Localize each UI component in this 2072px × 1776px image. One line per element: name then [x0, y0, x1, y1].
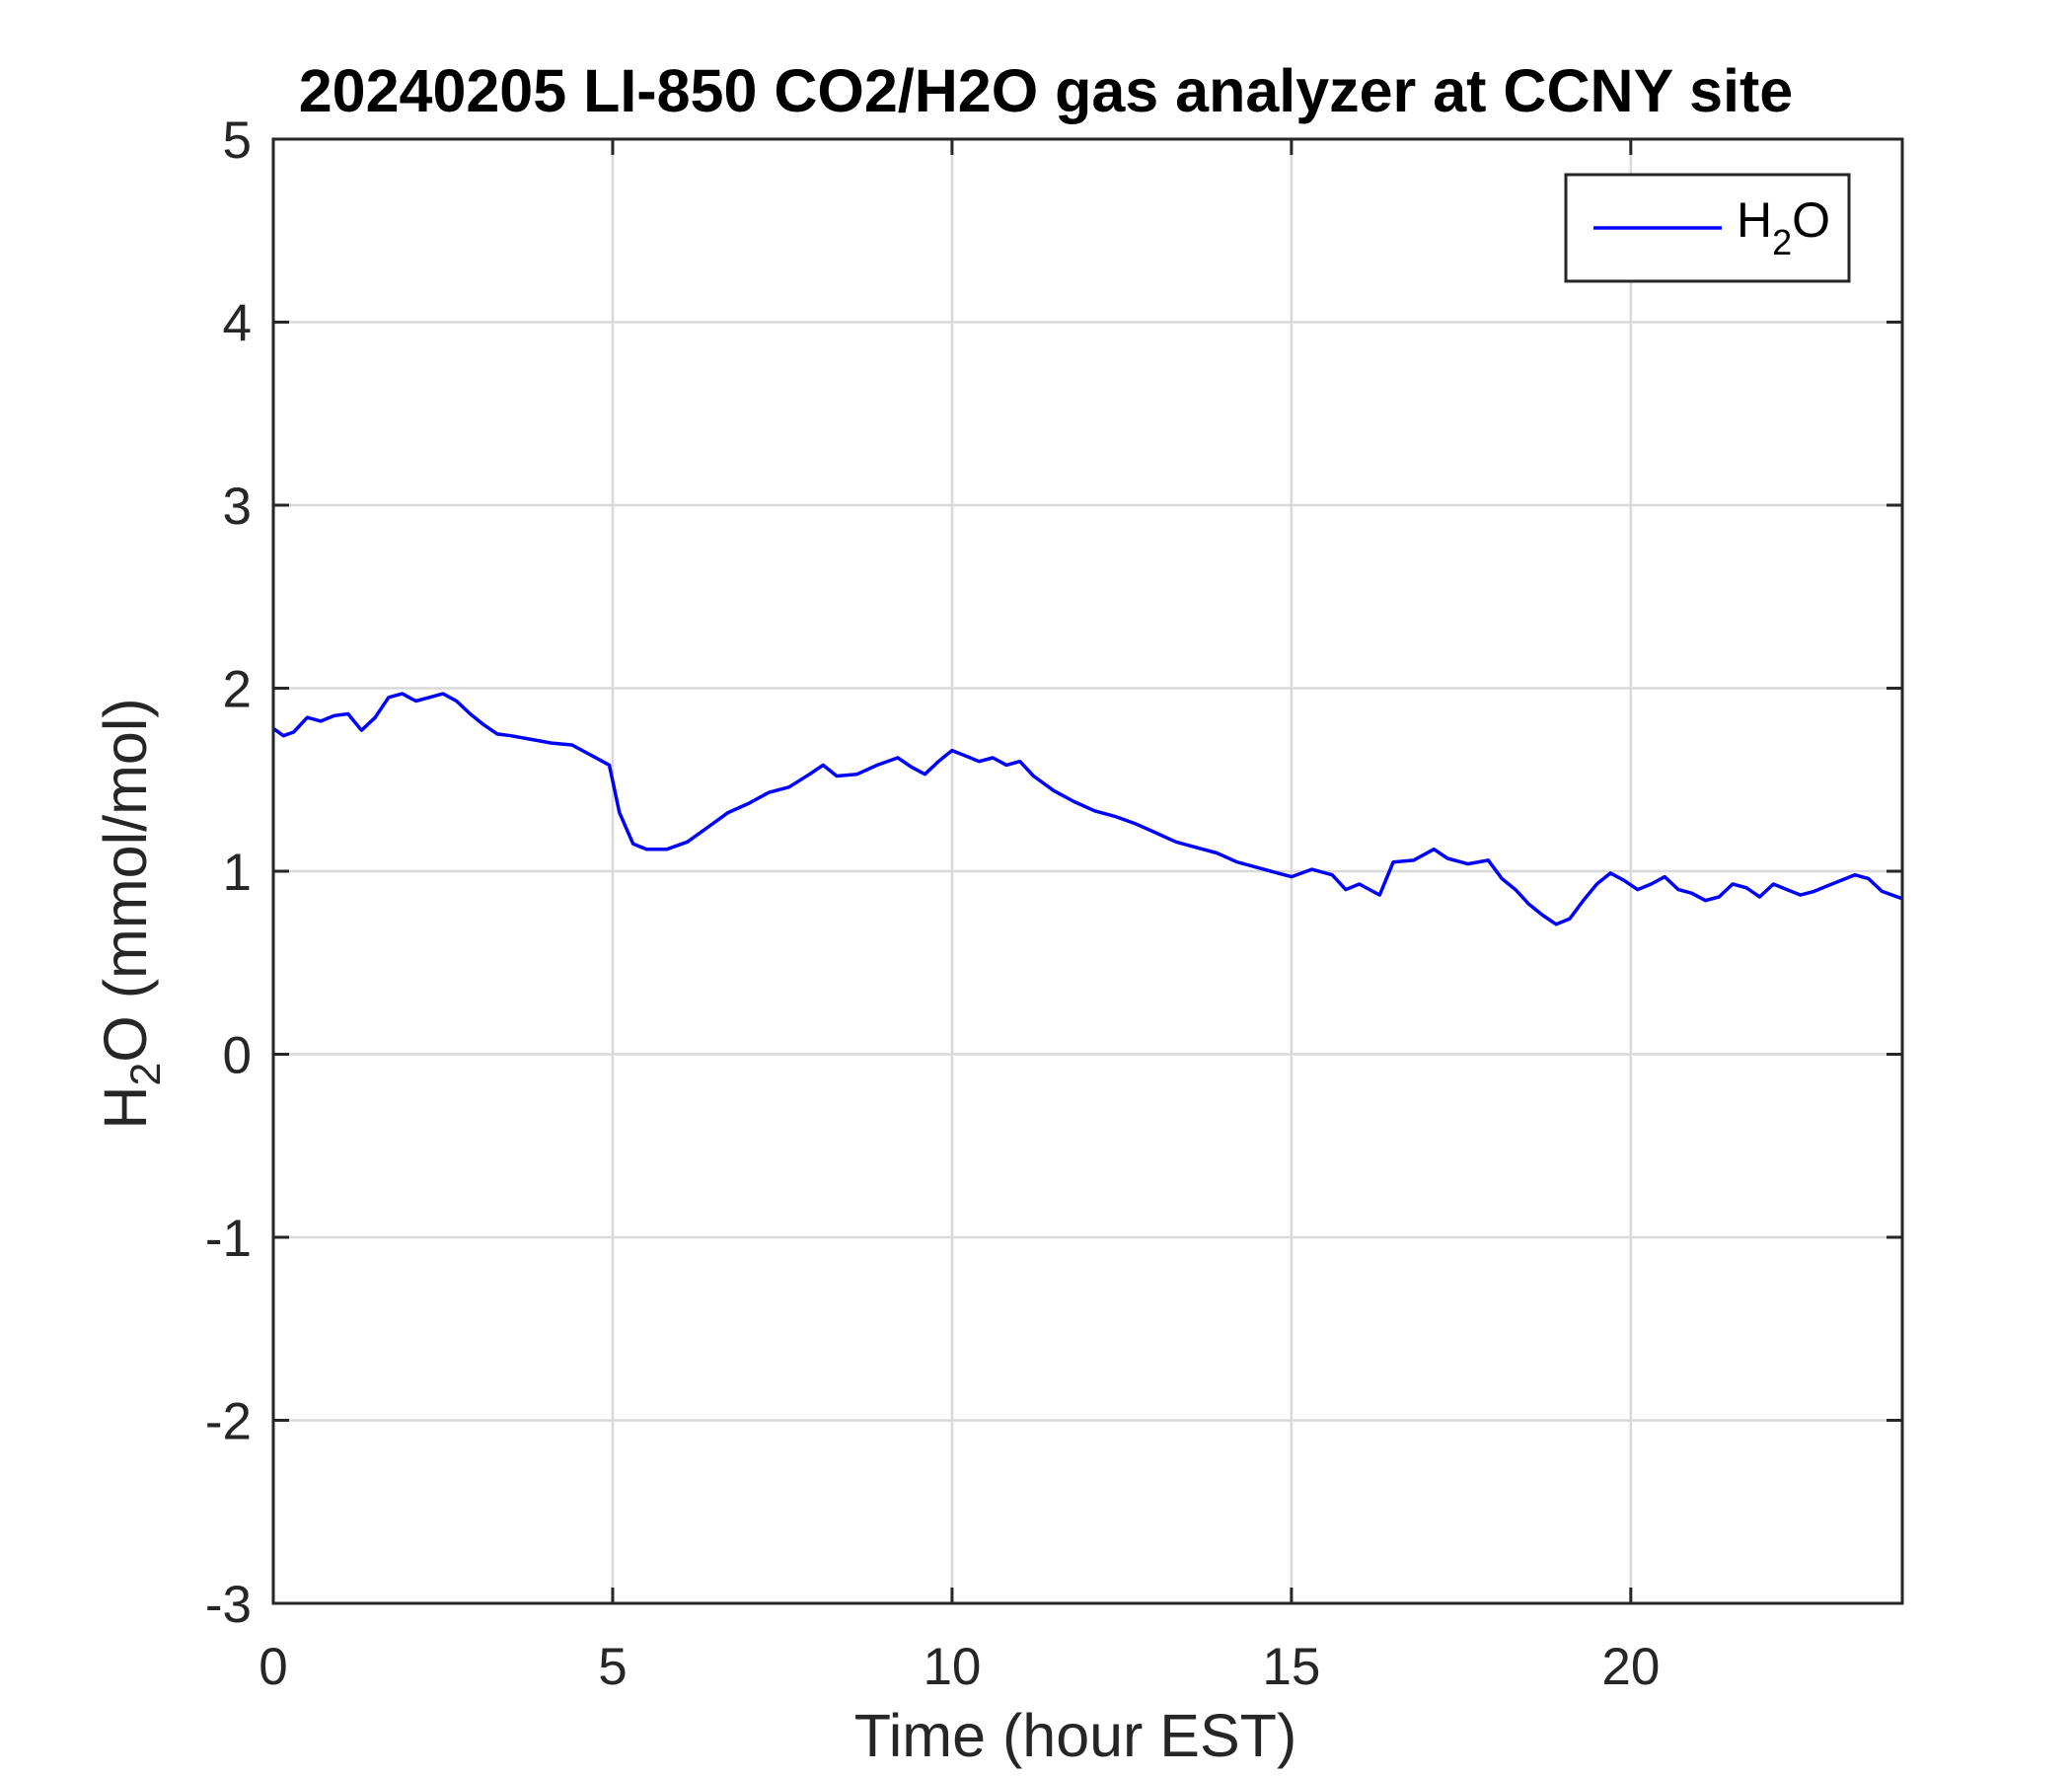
- y-tick-label: 2: [223, 661, 252, 719]
- legend: H2O: [1564, 173, 1851, 283]
- series-line-0: [271, 692, 1903, 926]
- y-tick-label: 5: [223, 111, 252, 170]
- x-tick-label: 20: [1601, 1638, 1660, 1696]
- y-tick-label: 4: [223, 295, 252, 353]
- series-layer: [271, 692, 1903, 926]
- y-tick-label: -1: [205, 1210, 252, 1268]
- y-tick-label: -3: [205, 1576, 252, 1634]
- legend-label-h2o: H2O: [1737, 192, 1830, 262]
- y-tick-label: -2: [205, 1393, 252, 1451]
- grid-layer: [271, 137, 1902, 1605]
- chart-title: 20240205 LI-850 CO2/H2O gas analyzer at …: [299, 57, 1794, 124]
- axes-layer: 0 5 10 15 20 -3 -2 -1 0 1 2 3 4 5: [205, 111, 1904, 1696]
- y-tick-label: 1: [223, 844, 252, 902]
- y-tick-label: 0: [223, 1027, 252, 1085]
- y-axis-label: H2O (mmol/mol): [92, 698, 170, 1129]
- x-tick-label: 5: [598, 1638, 627, 1696]
- x-tick-label: 10: [923, 1638, 981, 1696]
- y-tick-label: 3: [223, 478, 252, 536]
- x-axis-label: Time (hour EST): [854, 1702, 1297, 1769]
- x-tick-label: 15: [1262, 1638, 1320, 1696]
- x-tick-label: 0: [259, 1638, 287, 1696]
